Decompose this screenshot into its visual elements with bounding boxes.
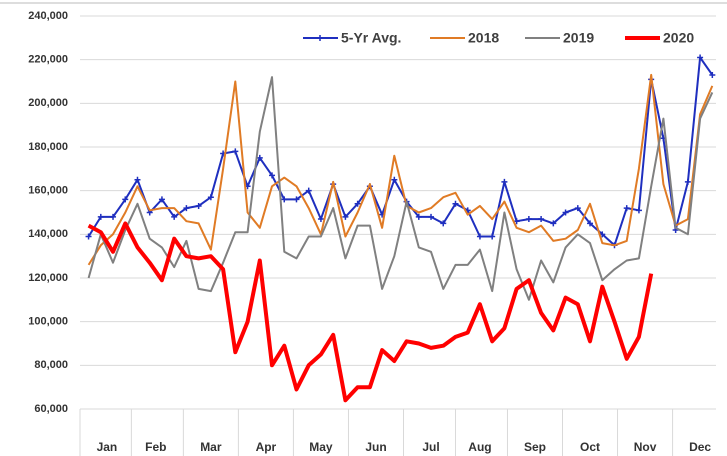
legend-marker: [317, 35, 323, 41]
point-marker: [623, 205, 630, 212]
y-tick-label: 100,000: [28, 316, 68, 328]
legend-label: 2019: [563, 30, 594, 46]
point-marker: [489, 233, 496, 240]
series-line: [87, 221, 654, 403]
point-marker: [452, 200, 459, 207]
point-marker: [574, 205, 581, 212]
x-tick-label: Mar: [200, 440, 222, 454]
point-marker: [428, 213, 435, 220]
y-tick-label: 240,000: [28, 10, 68, 22]
point-marker: [256, 154, 263, 161]
point-marker: [269, 172, 276, 179]
x-tick-label: Feb: [145, 440, 166, 454]
x-tick-label: Sep: [524, 440, 546, 454]
series-line: [87, 76, 714, 301]
point-marker: [293, 196, 300, 203]
point-marker: [684, 178, 691, 185]
point-marker: [525, 216, 532, 223]
point-marker: [587, 220, 594, 227]
x-tick-label: Jan: [97, 440, 118, 454]
point-marker: [317, 216, 324, 223]
point-marker: [110, 213, 117, 220]
y-tick-label: 60,000: [34, 403, 68, 415]
point-marker: [354, 200, 361, 207]
point-marker: [697, 54, 704, 61]
point-marker: [550, 220, 557, 227]
point-marker: [158, 196, 165, 203]
point-marker: [85, 233, 92, 240]
point-marker: [635, 207, 642, 214]
x-tick-label: Oct: [580, 440, 600, 454]
point-marker: [171, 213, 178, 220]
legend-label: 2020: [663, 30, 694, 46]
point-marker: [195, 202, 202, 209]
y-tick-label: 120,000: [28, 272, 68, 284]
y-tick-label: 80,000: [34, 359, 68, 371]
point-marker: [709, 71, 716, 78]
x-tick-label: Apr: [256, 440, 277, 454]
point-marker: [391, 176, 398, 183]
point-marker: [97, 213, 104, 220]
x-tick-label: Aug: [468, 440, 491, 454]
x-tick-label: Jun: [365, 440, 386, 454]
point-marker: [207, 194, 214, 201]
point-marker: [281, 196, 288, 203]
point-marker: [232, 148, 239, 155]
point-marker: [134, 176, 141, 183]
y-tick-label: 220,000: [28, 54, 68, 66]
y-tick-label: 160,000: [28, 185, 68, 197]
legend-label: 5-Yr Avg.: [341, 30, 401, 46]
y-tick-label: 140,000: [28, 228, 68, 240]
point-marker: [415, 213, 422, 220]
x-tick-label: Nov: [634, 440, 657, 454]
x-tick-label: May: [309, 440, 333, 454]
point-marker: [122, 196, 129, 203]
point-marker: [183, 205, 190, 212]
point-marker: [305, 187, 312, 194]
series-line: [87, 56, 714, 247]
point-marker: [476, 233, 483, 240]
y-tick-label: 180,000: [28, 141, 68, 153]
series-line: [87, 73, 714, 266]
point-marker: [562, 209, 569, 216]
point-marker: [538, 216, 545, 223]
x-tick-label: Dec: [689, 440, 711, 454]
y-tick-label: 200,000: [28, 97, 68, 109]
point-marker: [342, 213, 349, 220]
point-marker: [501, 178, 508, 185]
x-tick-label: Jul: [422, 440, 439, 454]
point-marker: [440, 220, 447, 227]
legend-label: 2018: [468, 30, 499, 46]
